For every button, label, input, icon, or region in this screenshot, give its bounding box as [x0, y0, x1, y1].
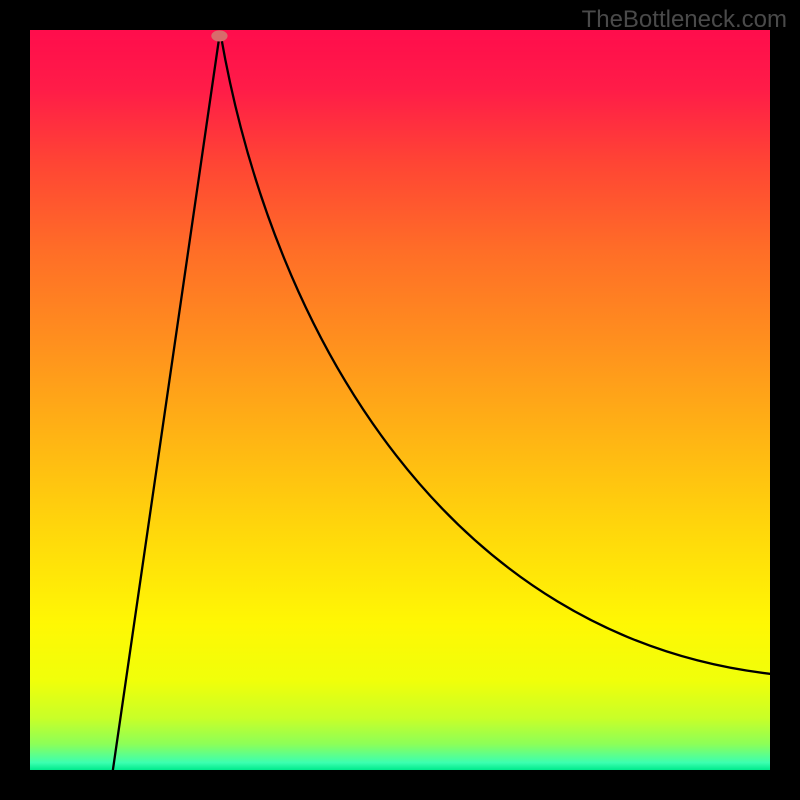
gradient-background — [30, 30, 770, 770]
optimal-point-marker — [211, 30, 227, 41]
bottleneck-chart — [30, 30, 770, 770]
chart-frame — [30, 30, 770, 770]
watermark-text: TheBottleneck.com — [582, 6, 787, 34]
